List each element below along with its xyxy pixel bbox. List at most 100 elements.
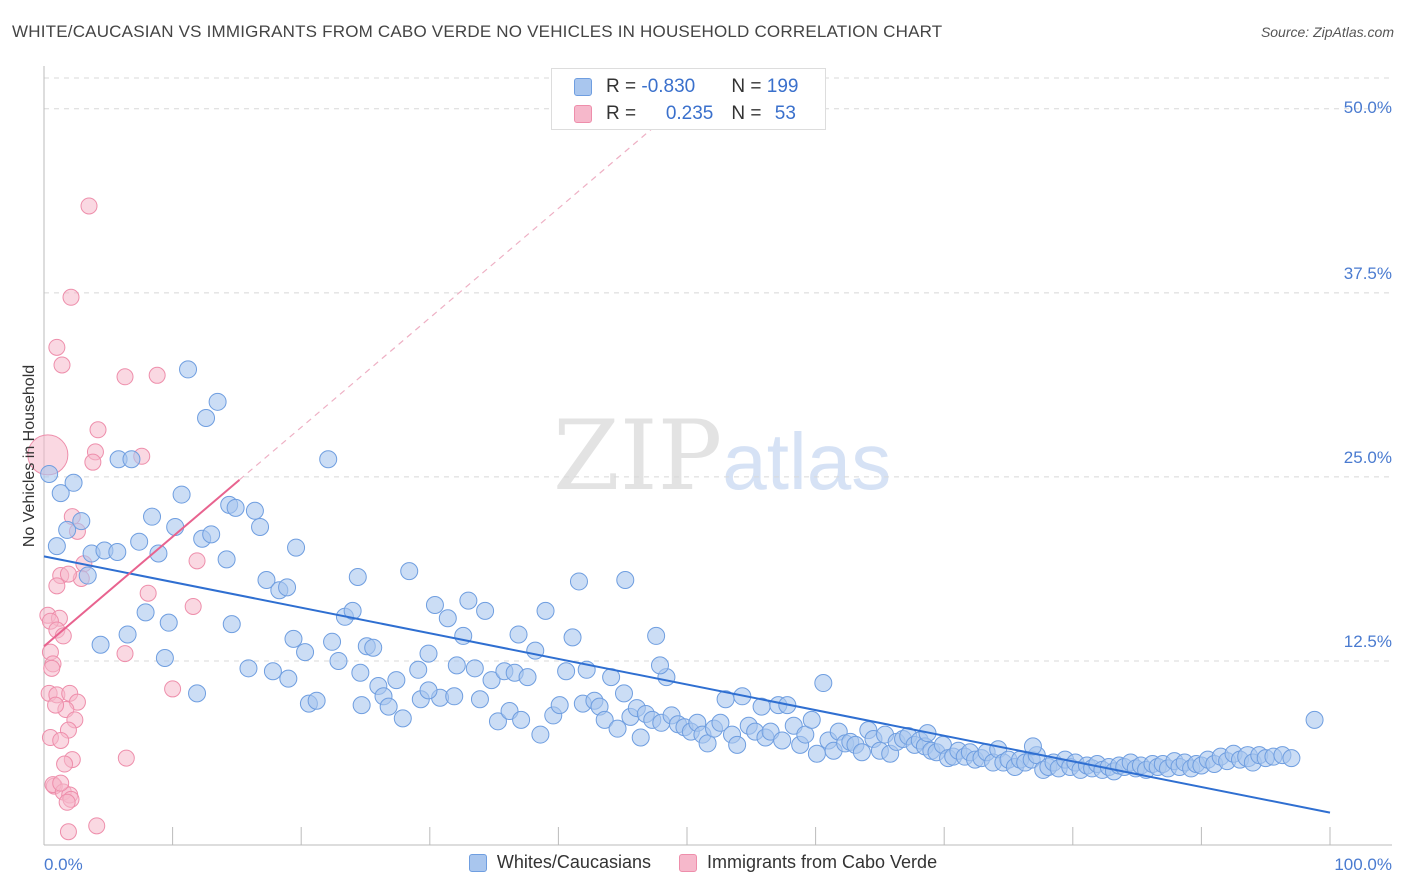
point-whites <box>650 656 669 675</box>
point-whites <box>563 628 582 647</box>
point-cabo-verde <box>139 584 157 602</box>
point-whites <box>616 570 635 589</box>
point-whites <box>852 743 871 762</box>
point-whites <box>226 498 245 517</box>
point-cabo-verde <box>52 774 70 792</box>
point-whites <box>58 520 77 539</box>
point-whites <box>550 696 569 715</box>
point-whites <box>307 691 326 710</box>
point-whites <box>814 674 833 693</box>
point-whites <box>419 644 438 663</box>
point-cabo-verde <box>47 696 65 714</box>
point-whites <box>400 562 419 581</box>
point-whites <box>419 681 438 700</box>
point-cabo-verde <box>116 645 134 663</box>
point-whites <box>108 542 127 561</box>
point-whites <box>197 409 216 428</box>
point-whites <box>536 601 555 620</box>
point-cabo-verde <box>58 793 76 811</box>
point-whites <box>47 537 66 556</box>
point-whites <box>807 744 826 763</box>
legend-item-cabo-verde[interactable]: Immigrants from Cabo Verde <box>678 852 938 873</box>
point-whites <box>172 485 191 504</box>
y-axis-label: No Vehicles in Household <box>21 365 38 547</box>
point-whites <box>447 656 466 675</box>
point-whites <box>64 473 83 492</box>
point-whites <box>409 660 428 679</box>
point-whites <box>476 601 495 620</box>
point-whites <box>802 710 821 729</box>
point-cabo-verde <box>117 749 135 767</box>
r-value: 0.235 <box>665 103 714 124</box>
chart-title: WHITE/CAUCASIAN VS IMMIGRANTS FROM CABO … <box>12 22 943 41</box>
point-whites <box>379 697 398 716</box>
point-whites <box>72 512 91 531</box>
point-whites <box>351 663 370 682</box>
source-label: Source: ZipAtlas.com <box>1260 24 1394 40</box>
point-whites <box>343 601 362 620</box>
point-cabo-verde <box>164 680 182 698</box>
series-legend: Whites/Caucasians Immigrants from Cabo V… <box>0 852 1406 873</box>
point-cabo-verde <box>89 421 107 439</box>
legend-label-cabo-verde: Immigrants from Cabo Verde <box>706 852 938 872</box>
point-whites <box>728 735 747 754</box>
watermark-atlas: atlas <box>722 417 892 506</box>
point-cabo-verde <box>53 356 71 374</box>
point-whites <box>512 710 531 729</box>
trend-line-whites <box>43 555 1331 814</box>
r-label: R = <box>606 103 642 124</box>
pink-swatch <box>574 105 592 123</box>
point-whites <box>1282 749 1301 768</box>
point-whites <box>155 649 174 668</box>
point-whites <box>217 550 236 569</box>
tick-labels: 12.5% 25.0% 37.5% 50.0% 0.0% 100.0% <box>44 98 1392 874</box>
stats-legend: R = -0.830 N = 199 R = 0.235 N = 53 <box>551 68 826 130</box>
y-tick-label: 50.0% <box>1344 98 1392 117</box>
point-whites <box>287 538 306 557</box>
point-cabo-verde <box>48 577 66 595</box>
point-whites <box>631 728 650 747</box>
r-label: R = <box>606 76 642 97</box>
point-cabo-verde <box>88 817 106 835</box>
point-whites <box>773 731 792 750</box>
point-whites <box>251 517 270 536</box>
point-whites <box>569 572 588 591</box>
point-whites <box>425 596 444 615</box>
point-whites <box>488 712 507 731</box>
point-whites <box>279 669 298 688</box>
point-cabo-verde <box>62 288 80 306</box>
point-whites <box>438 609 457 628</box>
point-whites <box>51 484 70 503</box>
point-whites <box>526 641 545 660</box>
blue-swatch <box>468 853 487 872</box>
point-whites <box>40 464 59 483</box>
point-whites <box>482 671 501 690</box>
point-whites <box>78 566 97 585</box>
n-label: N = <box>731 103 767 124</box>
point-whites <box>188 684 207 703</box>
point-whites <box>257 570 276 589</box>
point-whites <box>329 651 348 670</box>
point-whites <box>509 625 528 644</box>
r-value: -0.830 <box>641 76 696 97</box>
point-whites <box>91 635 110 654</box>
point-whites <box>118 625 137 644</box>
n-value: 199 <box>766 76 799 97</box>
y-tick-label: 25.0% <box>1344 448 1392 467</box>
point-whites <box>387 671 406 690</box>
point-cabo-verde <box>116 368 134 386</box>
blue-series-points <box>40 360 1324 781</box>
blue-swatch <box>574 78 592 96</box>
stats-row-pink: R = 0.235 N = 53 <box>574 101 796 127</box>
point-whites <box>323 632 342 651</box>
point-cabo-verde <box>52 731 70 749</box>
point-whites <box>179 360 198 379</box>
n-value: 53 <box>774 103 796 124</box>
point-whites <box>319 450 338 469</box>
legend-item-whites[interactable]: Whites/Caucasians <box>468 852 651 873</box>
point-whites <box>136 603 155 622</box>
point-whites <box>122 450 141 469</box>
point-whites <box>239 659 258 678</box>
point-cabo-verde <box>56 755 74 773</box>
